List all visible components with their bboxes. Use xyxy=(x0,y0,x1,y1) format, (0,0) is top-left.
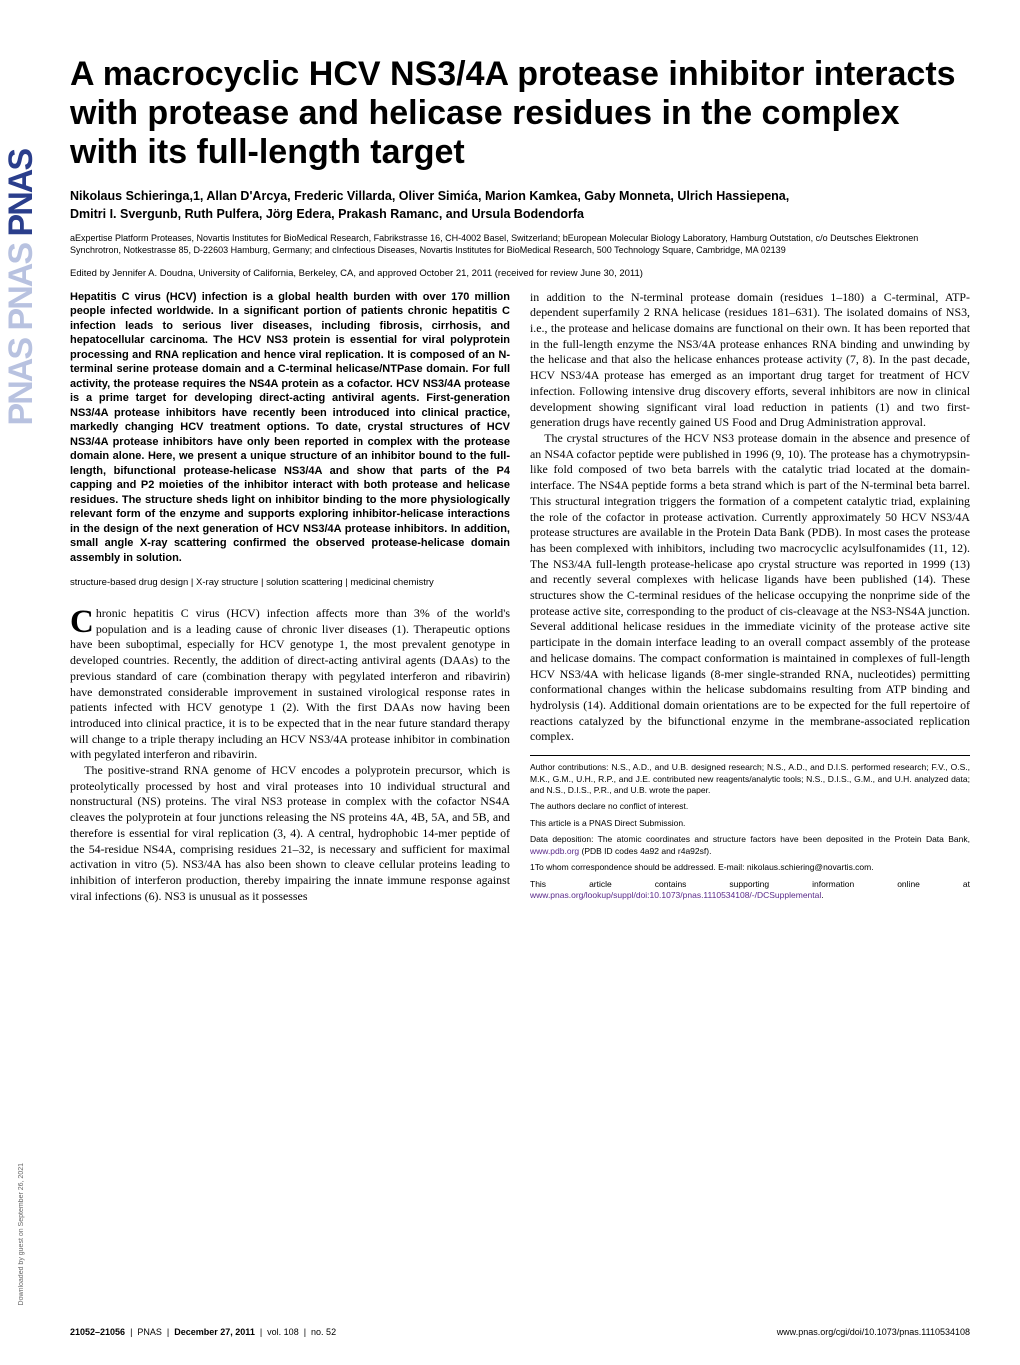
article-title: A macrocyclic HCV NS3/4A protease inhibi… xyxy=(70,55,970,172)
correspondence: 1To whom correspondence should be addres… xyxy=(530,862,970,873)
supp-post: . xyxy=(821,890,823,900)
body-paragraph-3: in addition to the N-terminal protease d… xyxy=(530,290,970,431)
author-contributions: Author contributions: N.S., A.D., and U.… xyxy=(530,762,970,796)
pnas-logo-repeat-1: PNAS xyxy=(2,244,41,330)
authors-part-1: Nikolaus Schieringa,1, Allan D'Arcya, Fr… xyxy=(70,189,789,203)
footer-left: 21052–21056 | PNAS | December 27, 2011 |… xyxy=(70,1327,336,1337)
conflict-statement: The authors declare no conflict of inter… xyxy=(530,801,970,812)
page-footer: 21052–21056 | PNAS | December 27, 2011 |… xyxy=(70,1327,970,1337)
left-column: Hepatitis C virus (HCV) infection is a g… xyxy=(70,290,510,907)
body-paragraph-1: Chronic hepatitis C virus (HCV) infectio… xyxy=(70,606,510,763)
edited-by-line: Edited by Jennifer A. Doudna, University… xyxy=(70,268,970,279)
authors-part-2: Dmitri I. Svergunb, Ruth Pulfera, Jörg E… xyxy=(70,207,584,221)
deposition-post: (PDB ID codes 4a92 and r4a92sf). xyxy=(579,846,711,856)
body-paragraph-4: The crystal structures of the HCV NS3 pr… xyxy=(530,431,970,745)
footer-doi: www.pnas.org/cgi/doi/10.1073/pnas.111053… xyxy=(777,1327,970,1337)
right-column: in addition to the N-terminal protease d… xyxy=(530,290,970,907)
pdb-link[interactable]: www.pdb.org xyxy=(530,846,579,856)
two-column-layout: Hepatitis C virus (HCV) infection is a g… xyxy=(70,290,970,907)
author-list: Nikolaus Schieringa,1, Allan D'Arcya, Fr… xyxy=(70,188,970,223)
footer-vol: vol. 108 xyxy=(267,1327,299,1337)
supporting-info: This article contains supporting informa… xyxy=(530,879,970,902)
p1-text: hronic hepatitis C virus (HCV) infection… xyxy=(70,606,510,761)
affiliations: aExpertise Platform Proteases, Novartis … xyxy=(70,233,970,256)
download-note: Downloaded by guest on September 26, 202… xyxy=(18,1163,25,1305)
footer-date: December 27, 2011 xyxy=(174,1327,255,1337)
keywords: structure-based drug design | X-ray stru… xyxy=(70,577,510,590)
footer-journal: PNAS xyxy=(137,1327,162,1337)
body-paragraph-2: The positive-strand RNA genome of HCV en… xyxy=(70,763,510,904)
abstract: Hepatitis C virus (HCV) infection is a g… xyxy=(70,290,510,566)
footer-issue: no. 52 xyxy=(311,1327,336,1337)
footnotes-block: Author contributions: N.S., A.D., and U.… xyxy=(530,755,970,902)
pnas-logo-main: PNAS xyxy=(2,150,41,236)
footer-pages: 21052–21056 xyxy=(70,1327,125,1337)
pnas-logo-repeat-2: PNAS xyxy=(2,339,41,425)
supp-pre: This article contains supporting informa… xyxy=(530,879,970,889)
article-page: A macrocyclic HCV NS3/4A protease inhibi… xyxy=(70,0,970,907)
supp-link[interactable]: www.pnas.org/lookup/suppl/doi:10.1073/pn… xyxy=(530,890,821,900)
dropcap: C xyxy=(70,606,96,636)
deposition-pre: Data deposition: The atomic coordinates … xyxy=(530,834,970,844)
pnas-sidebar-logo: PNAS PNAS PNAS xyxy=(0,150,42,950)
submission-type: This article is a PNAS Direct Submission… xyxy=(530,818,970,829)
data-deposition: Data deposition: The atomic coordinates … xyxy=(530,834,970,857)
